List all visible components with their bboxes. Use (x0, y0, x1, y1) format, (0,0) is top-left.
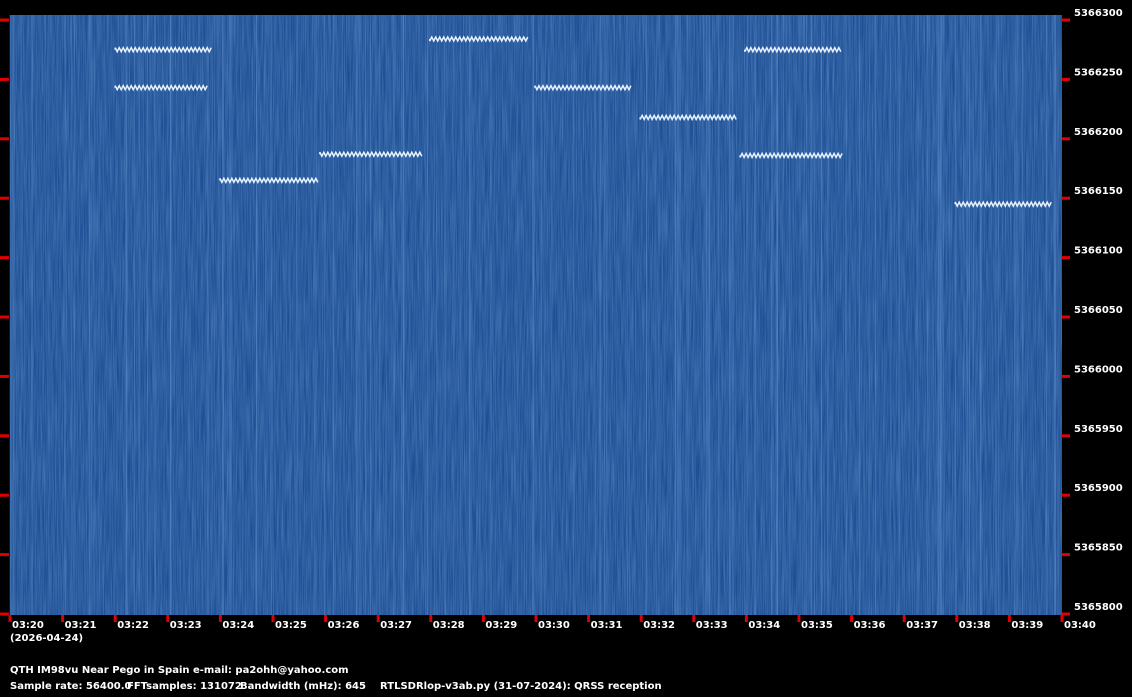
y-tick-label: 5366050 (1074, 305, 1123, 316)
signal-trace (639, 113, 737, 122)
x-tick-label: 03:23 (170, 620, 202, 631)
y-tick-label: 5366200 (1074, 127, 1123, 138)
y-tick-label: 5365800 (1074, 602, 1123, 613)
x-tick-label: 03:33 (696, 620, 728, 631)
x-tick-label: 03:39 (1011, 620, 1043, 631)
signal-trace (114, 46, 212, 54)
signal-trace (534, 84, 632, 92)
x-tick-label: 03:21 (65, 620, 97, 631)
date: (2026-04-24) (10, 633, 83, 644)
footer-fft: FFTsamples: 131072 (127, 681, 242, 692)
y-tick-label: 5365950 (1074, 424, 1123, 435)
x-tick-label: 03:31 (591, 620, 623, 631)
x-tick-label: 03:35 (801, 620, 833, 631)
x-tick-label: 03:25 (275, 620, 307, 631)
signal-trace (428, 35, 529, 43)
x-tick-label: 03:20 (12, 620, 44, 631)
x-tick-label: 03:32 (643, 620, 675, 631)
signal-trace (319, 150, 423, 158)
y-tick-label: 5366100 (1074, 246, 1123, 257)
x-tick-label: 03:29 (485, 620, 517, 631)
signal-trace (739, 151, 843, 160)
y-tick-label: 5366000 (1074, 364, 1123, 375)
noise (10, 15, 1062, 615)
footer-bandwidth: Bandwidth (mHz): 645 (240, 681, 366, 692)
x-tick-label: 03:34 (748, 620, 780, 631)
footer-sample-rate: Sample rate: 56400.0 (10, 681, 132, 692)
x-tick-label: 03:36 (854, 620, 886, 631)
x-tick-label: 03:26 (328, 620, 360, 631)
footer-program: RTLSDRlop-v3ab.py (31-07-2024): QRSS rec… (380, 681, 662, 692)
signal-trace (954, 200, 1052, 208)
x-tick-label: 03:28 (433, 620, 465, 631)
x-tick-label: 03:27 (380, 620, 412, 631)
x-tick-label: 03:22 (117, 620, 149, 631)
x-tick-label: 03:24 (222, 620, 254, 631)
x-tick-label: 03:40 (1064, 620, 1096, 631)
x-tick-label: 03:37 (906, 620, 938, 631)
signal-trace (114, 84, 208, 92)
y-tick-label: 5366250 (1074, 67, 1123, 78)
x-tick-label: 03:30 (538, 620, 570, 631)
x-tick-label: 03:38 (959, 620, 991, 631)
signal-trace (744, 46, 842, 54)
y-tick-label: 5365900 (1074, 483, 1123, 494)
footer-qth: QTH IM98vu Near Pego in Spain e-mail: pa… (10, 665, 349, 676)
y-tick-label: 5366150 (1074, 186, 1123, 197)
y-tick-label: 5365850 (1074, 543, 1123, 554)
signal-trace (219, 176, 319, 185)
y-tick-label: 5366300 (1074, 8, 1123, 19)
